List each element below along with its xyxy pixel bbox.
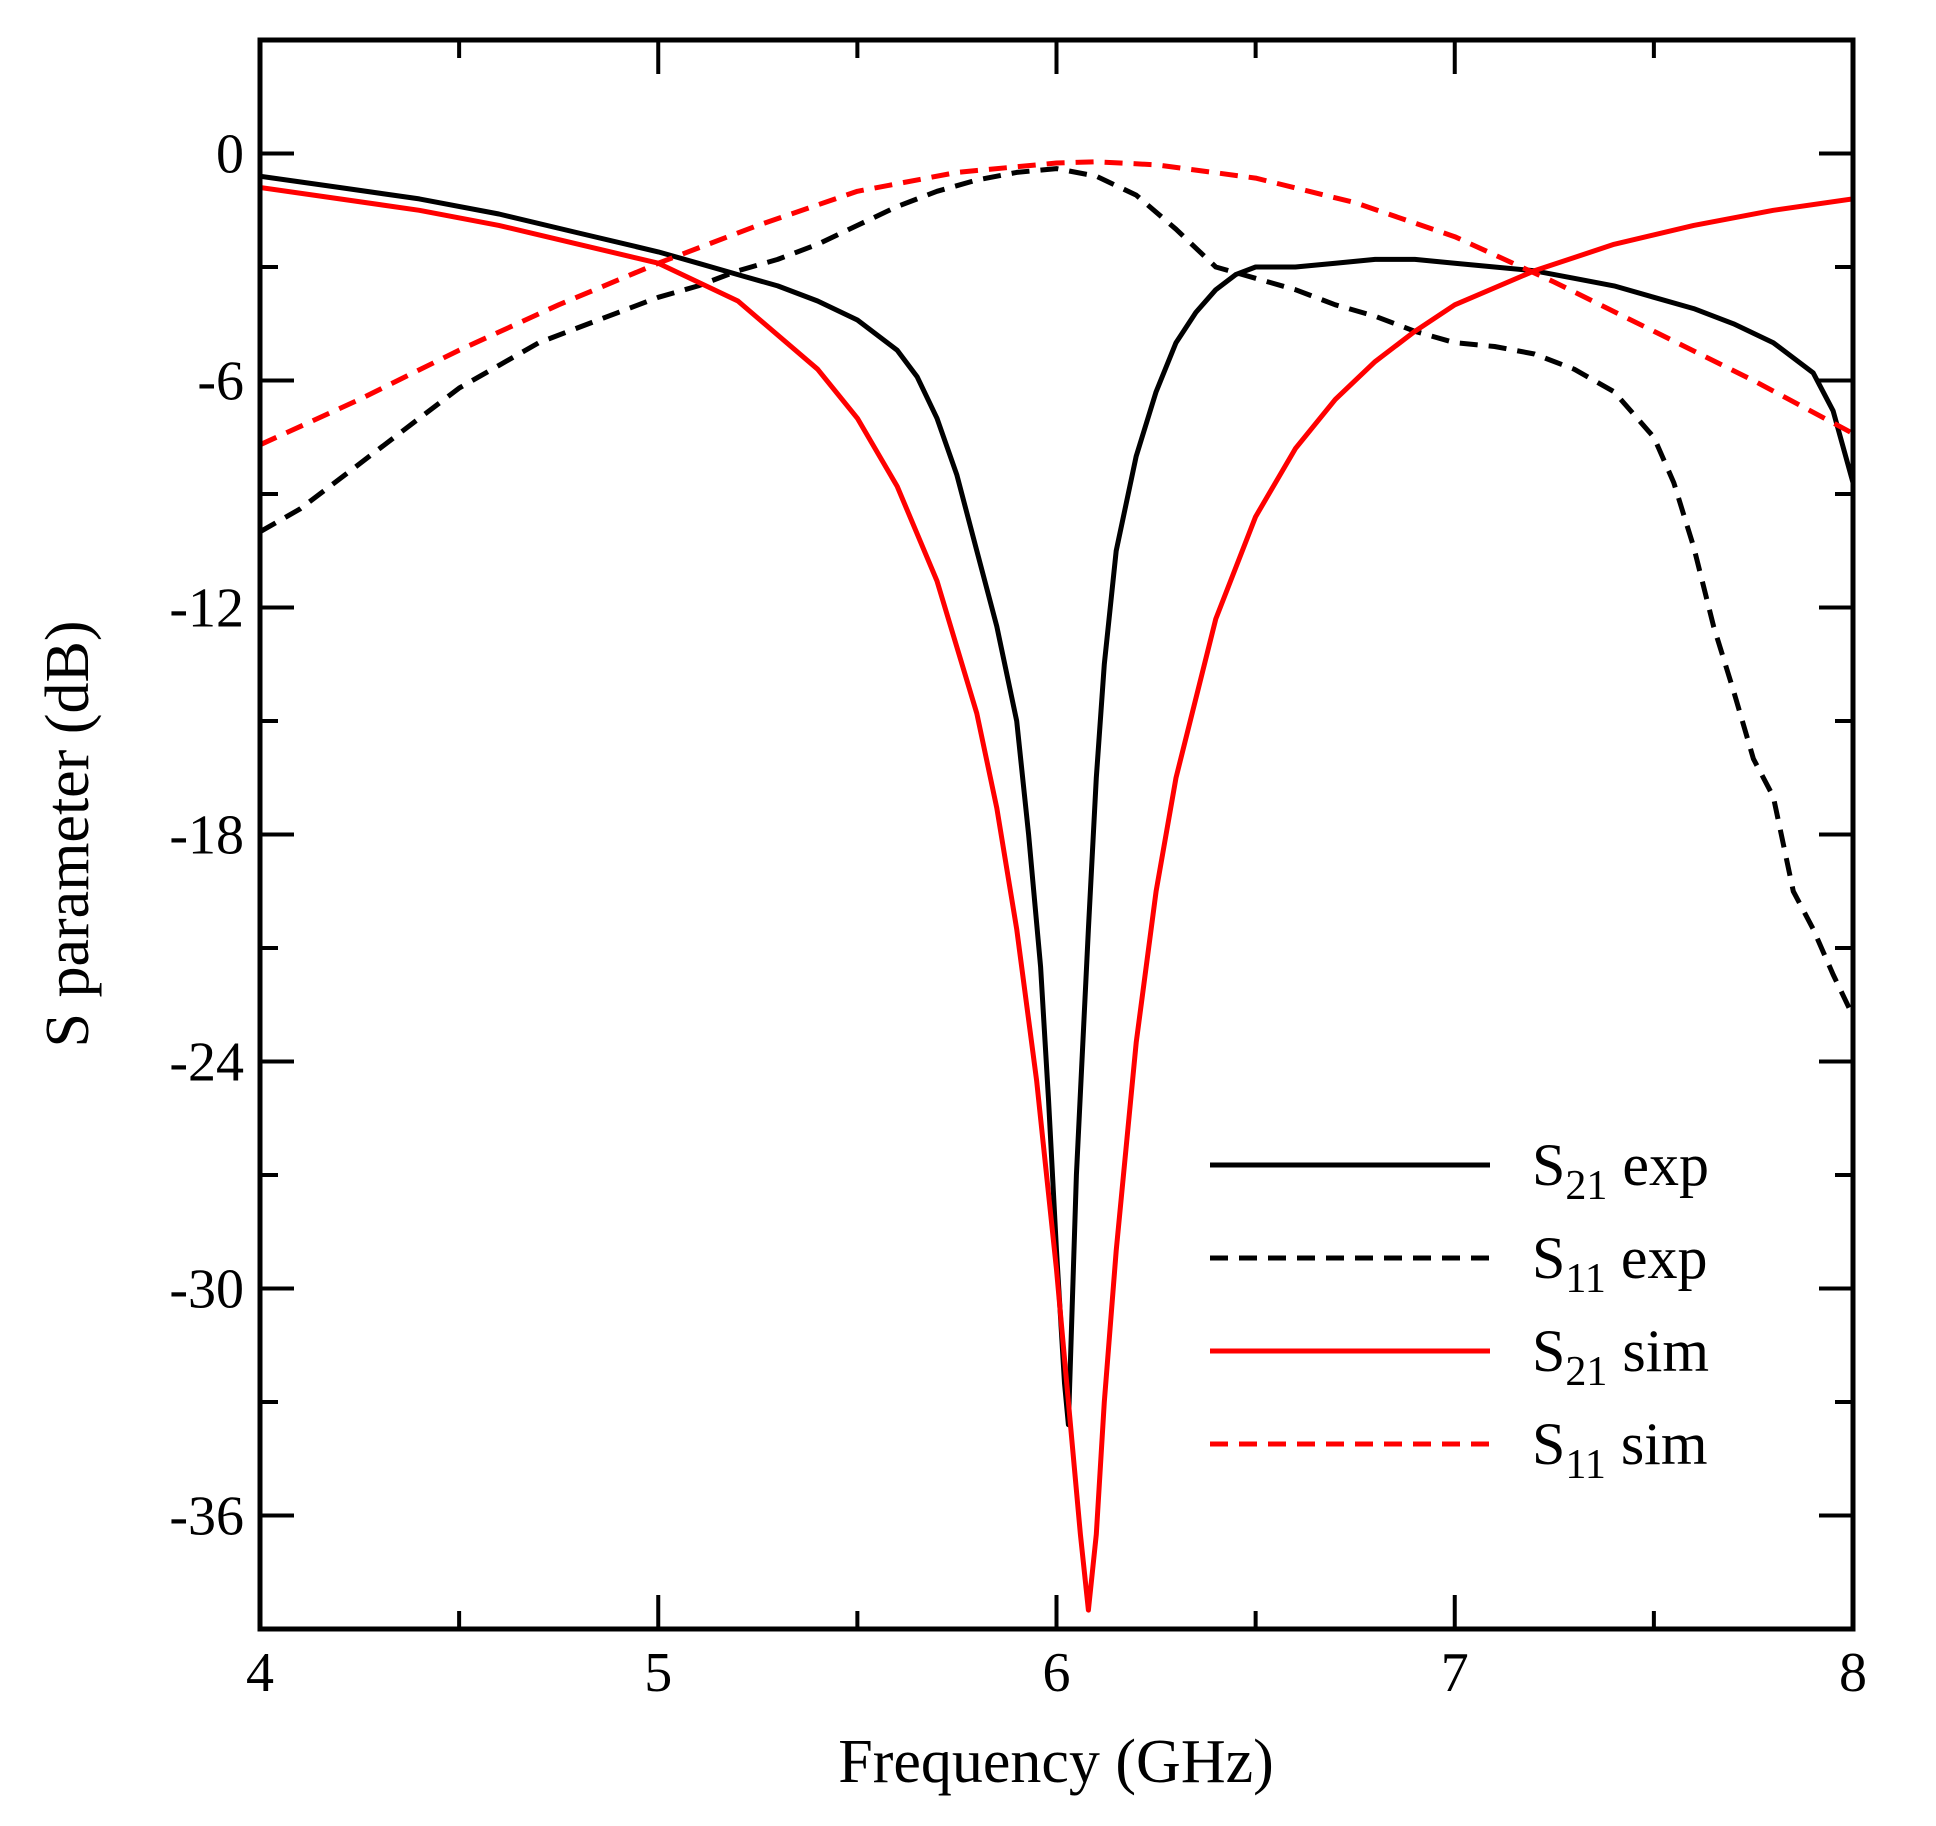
legend-label-s21-exp: S21 exp xyxy=(1532,1132,1709,1209)
series-line-s11-exp xyxy=(260,166,1853,1018)
x-tick-label: 7 xyxy=(1441,1642,1469,1704)
series-line-s11-sim xyxy=(260,159,1853,448)
legend-label-s11-sim: S11 sim xyxy=(1532,1411,1708,1488)
tick-layer xyxy=(258,38,1855,1631)
x-tick-labels: 4 5 6 7 8 xyxy=(246,1642,1867,1704)
series-line-s21-sim xyxy=(260,185,1853,1613)
y-tick-label: -24 xyxy=(169,1032,244,1094)
x-tick-label: 4 xyxy=(246,1642,274,1704)
legend-label-s21-sim: S21 sim xyxy=(1532,1318,1709,1395)
legend-label-s11-exp: S11 exp xyxy=(1532,1225,1707,1302)
y-tick-labels: 0 -6 -12 -18 -24 -30 -36 xyxy=(169,124,244,1548)
x-tick-label: 6 xyxy=(1043,1642,1071,1704)
x-tick-label: 8 xyxy=(1839,1642,1867,1704)
y-tick-label: -6 xyxy=(197,351,244,413)
plot-frame xyxy=(257,37,1856,1632)
y-tick-label: -12 xyxy=(169,578,244,640)
x-tick-label: 5 xyxy=(644,1642,672,1704)
y-axis-title: S parameter (dB) xyxy=(34,621,102,1048)
x-axis-title: Frequency (GHz) xyxy=(838,1728,1274,1796)
legend: S21 exp S11 exp S21 sim S11 sim xyxy=(1210,1132,1709,1488)
y-tick-label: 0 xyxy=(216,124,244,186)
y-tick-label: -36 xyxy=(169,1486,244,1548)
y-tick-label: -18 xyxy=(169,805,244,867)
y-tick-label: -30 xyxy=(169,1259,244,1321)
series-line-s21-exp xyxy=(260,173,1853,1428)
series-layer xyxy=(260,159,1853,1613)
